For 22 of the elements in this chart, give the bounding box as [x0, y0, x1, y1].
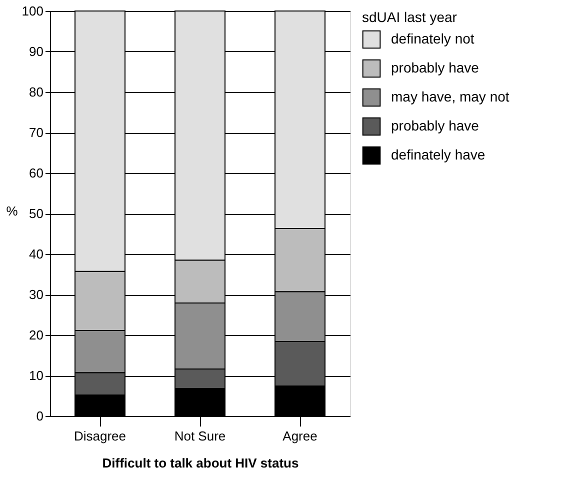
legend-label: probably have [391, 118, 480, 134]
legend-label: definately not [391, 30, 474, 46]
legend-label: may have, may not [391, 88, 510, 104]
y-tick-label: 10 [29, 368, 44, 383]
x-axis-title: Difficult to talk about HIV status [102, 456, 299, 470]
y-tick-label: 40 [29, 246, 44, 262]
legend-label: definately have [391, 146, 486, 162]
y-tick-label: 0 [36, 408, 44, 424]
x-tick-label: Not Sure [174, 428, 226, 444]
y-tick-label: 80 [29, 84, 44, 100]
x-tick-label: Disagree [74, 428, 126, 444]
y-tick-label: 100 [22, 4, 44, 18]
legend-title: sdUAI last year [362, 9, 458, 25]
y-tick-label: 60 [29, 166, 44, 180]
y-tick-label: 20 [29, 328, 44, 342]
x-tick-label: Agree [282, 428, 318, 444]
y-tick-label: 70 [29, 125, 44, 140]
y-tick-label: 90 [29, 44, 44, 59]
legend-label: probably have [391, 60, 480, 76]
y-axis-title: % [6, 204, 18, 218]
y-tick-label: 50 [29, 206, 44, 221]
y-tick-label: 30 [29, 287, 44, 302]
